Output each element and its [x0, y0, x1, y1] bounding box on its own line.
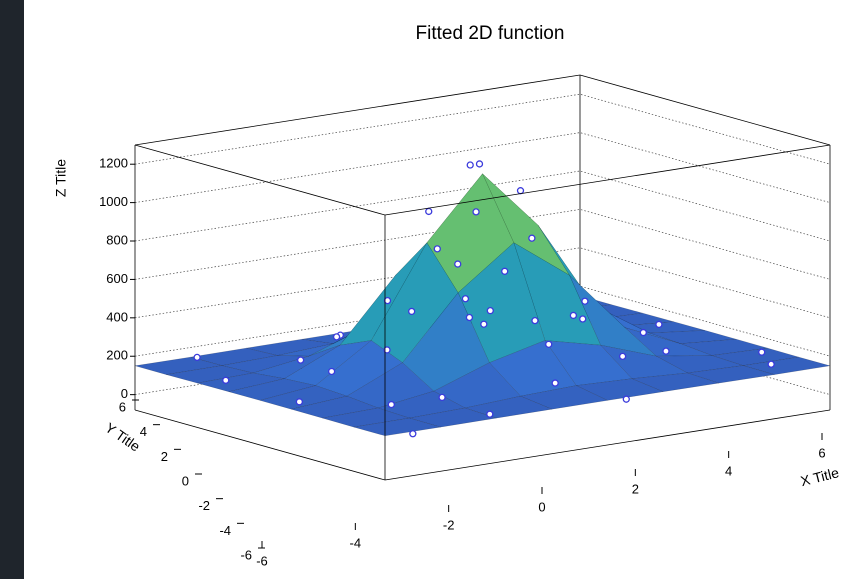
data-point: [662, 347, 670, 355]
box-edge: [579, 74, 831, 146]
data-point: [295, 398, 304, 406]
z-tick-label: 0: [121, 386, 128, 401]
surface-cell: [283, 340, 373, 386]
x-tick-label: -2: [443, 517, 455, 532]
data-point: [222, 376, 230, 384]
z-tick-label: 200: [106, 348, 128, 363]
data-point: [480, 320, 488, 328]
grid-line: [134, 170, 831, 242]
chart-title: Fitted 2D function: [416, 23, 565, 44]
data-point: [433, 245, 441, 253]
grid-line: [134, 209, 831, 280]
data-point: [296, 356, 305, 364]
surface-cell: [353, 417, 441, 437]
z-tick-label: 1000: [99, 194, 128, 209]
data-point: [569, 311, 578, 320]
z-tick-label: 400: [106, 309, 128, 324]
grid-line: [134, 285, 831, 357]
surface-cell: [544, 340, 633, 386]
surface-cell: [513, 242, 602, 346]
x-tick-label: -4: [350, 535, 362, 550]
data-point: [486, 307, 494, 315]
data-point: [758, 348, 766, 356]
data-point: [193, 353, 201, 362]
y-tick-label: -6: [240, 547, 252, 562]
y-tick-label: 0: [182, 473, 189, 488]
x-tick-label: 0: [538, 499, 545, 514]
data-point: [767, 360, 775, 368]
data-point: [551, 379, 559, 387]
surface-cell: [228, 378, 316, 401]
grid-line: [134, 247, 831, 319]
data-point: [475, 160, 484, 168]
box-edge: [384, 409, 831, 481]
y-tick-label: -2: [198, 498, 210, 513]
data-point: [486, 410, 494, 418]
data-point: [332, 333, 341, 341]
z-axis-title: Z Title: [53, 159, 69, 197]
data-point: [409, 430, 417, 438]
x-tick-label: -6: [256, 553, 268, 568]
data-point: [545, 340, 553, 348]
data-point: [425, 207, 433, 216]
data-point: [516, 187, 525, 195]
y-tick-label: 2: [161, 449, 168, 464]
x-tick-label: 4: [725, 463, 732, 478]
data-point: [581, 297, 589, 305]
surface-cell: [166, 365, 254, 384]
y-tick-label: 6: [119, 399, 126, 414]
data-point: [454, 260, 462, 268]
y-tick-label: -4: [219, 523, 231, 538]
surface-cell: [687, 365, 775, 384]
data-point: [531, 316, 539, 325]
data-point: [387, 400, 395, 409]
data-point: [466, 161, 474, 169]
data-point: [383, 346, 391, 354]
box-edge: [134, 74, 581, 146]
grid-line: [134, 132, 831, 203]
surface-cell: [315, 340, 403, 397]
data-point: [438, 393, 446, 402]
data-point: [501, 267, 509, 275]
z-tick-label: 1200: [99, 156, 128, 171]
box-edge: [134, 144, 386, 216]
data-point: [327, 367, 336, 376]
data-point: [579, 315, 587, 323]
y-tick-label: 4: [140, 424, 147, 439]
grid-line: [134, 93, 831, 165]
x-tick-label: 6: [818, 445, 825, 460]
z-tick-label: 800: [106, 232, 128, 247]
surface-cell: [253, 344, 341, 379]
data-point: [618, 352, 627, 361]
data-point: [461, 295, 470, 303]
z-tick-label: 600: [106, 271, 128, 286]
data-point: [383, 296, 392, 305]
data-point: [655, 320, 663, 329]
data-point: [639, 328, 647, 337]
box-edge: [384, 144, 831, 216]
data-point: [408, 307, 416, 316]
surface-cell: [575, 378, 665, 401]
data-point: [528, 234, 536, 242]
data-point: [465, 313, 474, 322]
x-tick-label: 2: [632, 481, 639, 496]
data-point: [472, 208, 480, 216]
data-point: [622, 395, 630, 403]
box-edge: [134, 409, 386, 481]
